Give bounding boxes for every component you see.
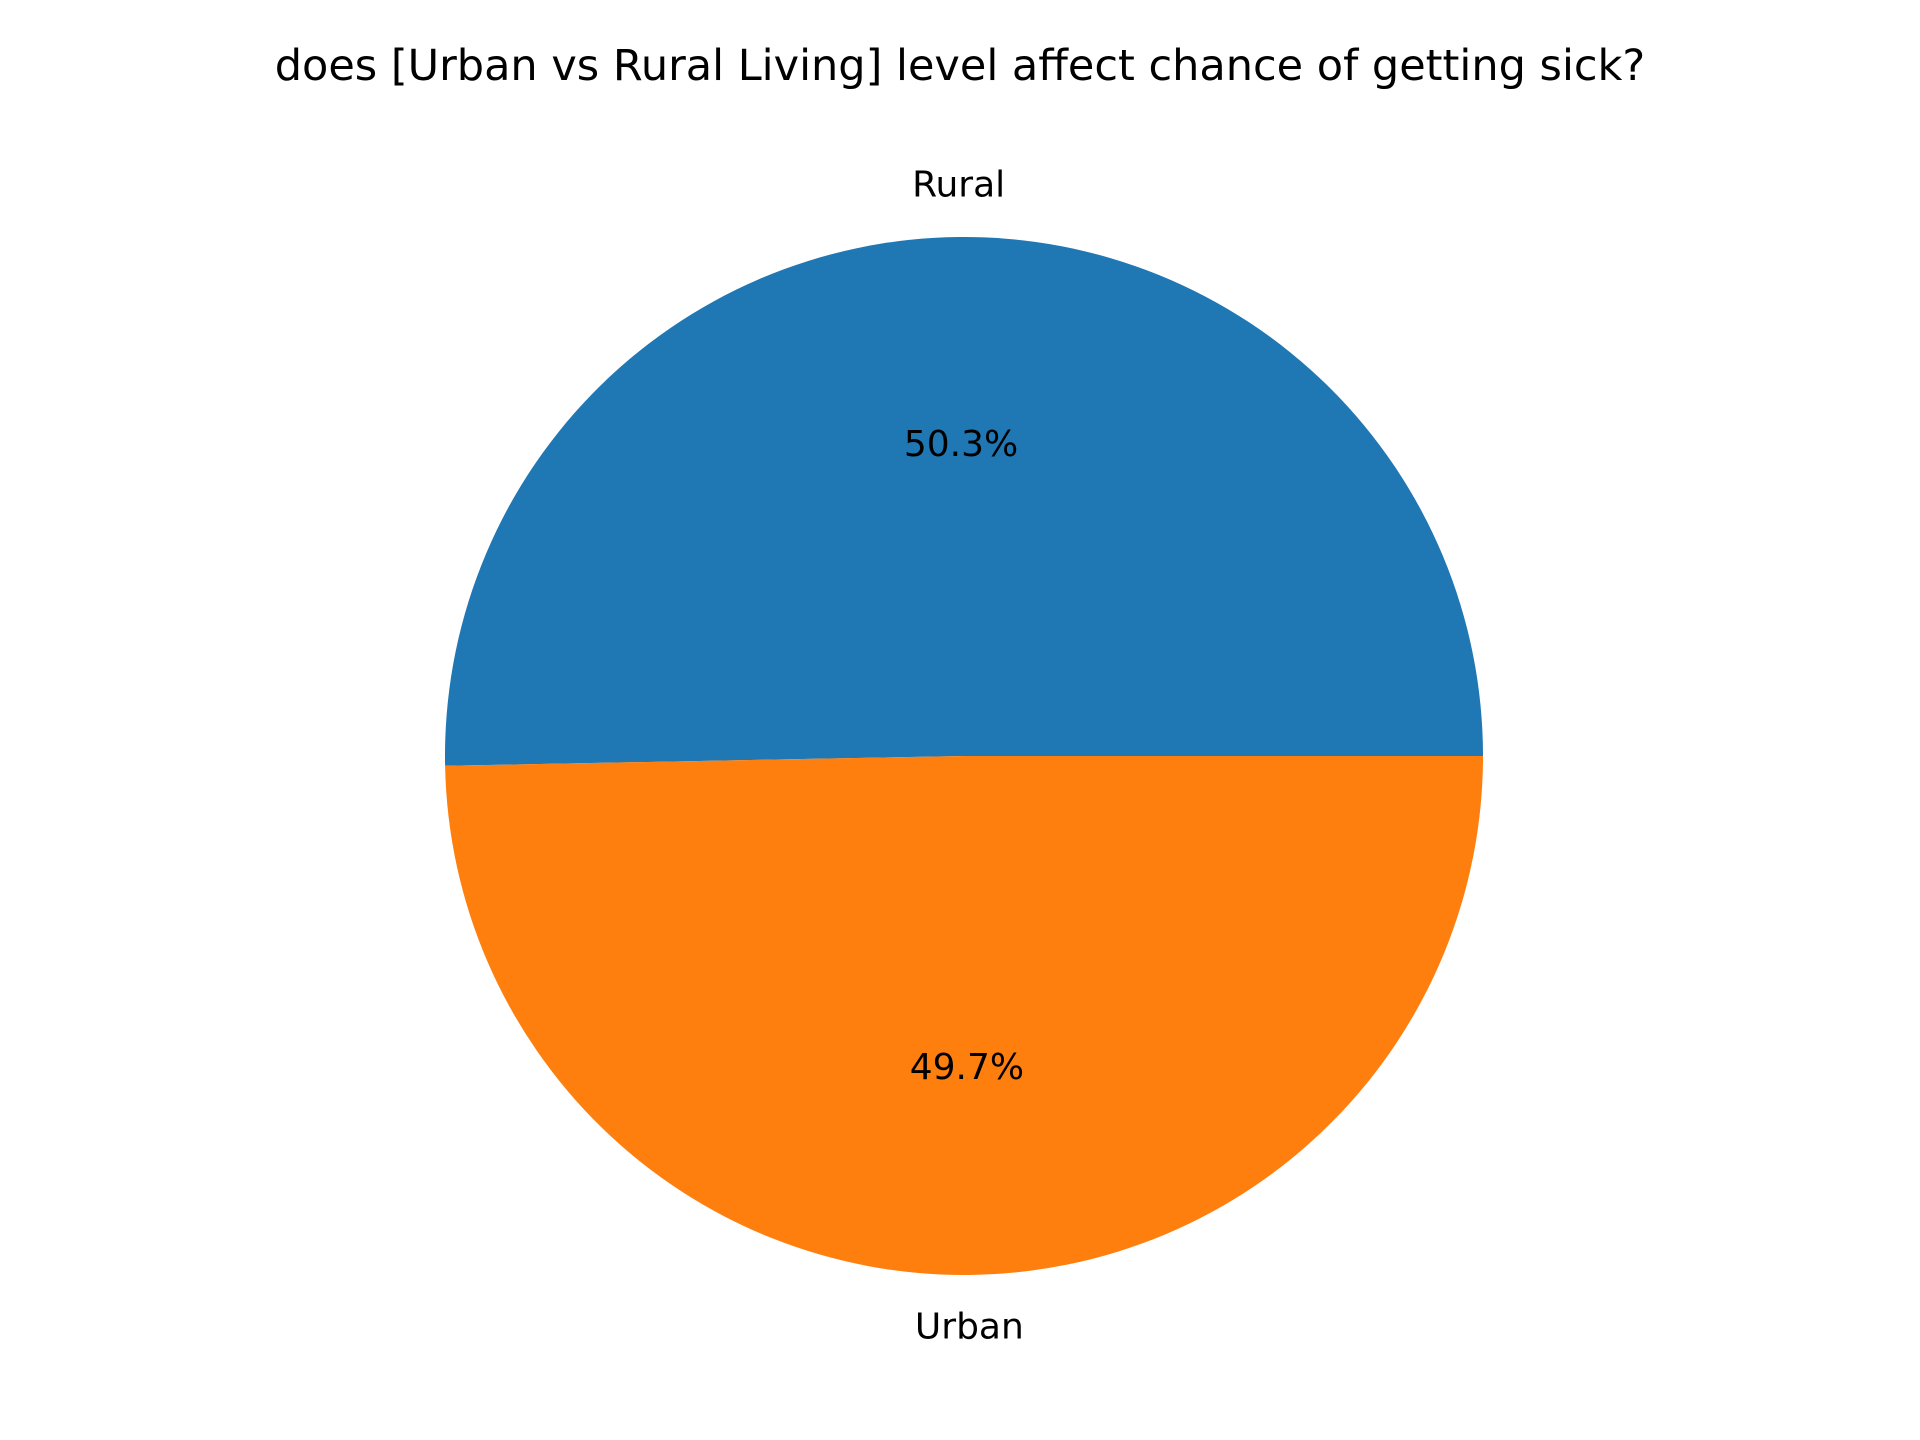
- pie-slices: [445, 237, 1484, 1276]
- slice-label-rural: Rural: [912, 165, 1005, 206]
- chart-title: does [Urban vs Rural Living] level affec…: [275, 41, 1646, 91]
- percent-label-urban: 49.7%: [910, 1047, 1024, 1088]
- slice-label-urban: Urban: [915, 1306, 1024, 1347]
- pie-slice-rural: [445, 237, 1484, 766]
- pie-slice-urban: [445, 756, 1484, 1276]
- percent-label-rural: 50.3%: [904, 424, 1018, 465]
- pie-labels: Rural 50.3% Urban 49.7%: [904, 165, 1024, 1348]
